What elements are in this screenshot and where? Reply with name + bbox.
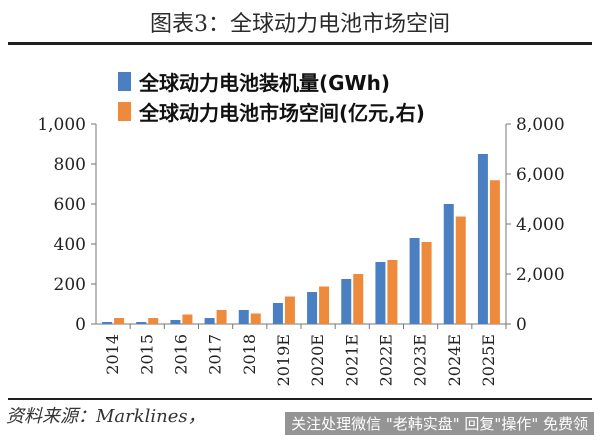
legend-swatch-market [118,101,131,121]
x-tick-label: 2019E [274,334,293,386]
y-left-tick-label: 800 [54,155,86,175]
y-left-tick-label: 600 [54,195,86,215]
bar-capacity [341,279,352,324]
bar-market [182,314,193,324]
legend-item-market: 全球动力电池市场空间(亿元,右) [118,96,425,126]
legend-label-capacity: 全球动力电池装机量(GWh) [139,70,390,95]
bar-capacity [409,238,420,324]
bar-market [284,296,295,324]
legend-label-market: 全球动力电池市场空间(亿元,右) [139,100,425,125]
y-right-tick-label: 2,000 [516,265,565,285]
bar-capacity [102,322,113,324]
x-tick-label: 2016 [171,334,190,375]
x-tick-label: 2022E [376,334,395,386]
bar-capacity [443,204,454,324]
legend-swatch-capacity [118,71,131,91]
y-right-tick-label: 8,000 [516,115,565,135]
source-note: 资料来源：Marklines， [6,406,206,427]
y-right-tick-label: 6,000 [516,165,565,185]
title-divider [8,42,592,45]
x-tick-label: 2015 [137,334,156,375]
bar-capacity [375,262,386,324]
x-tick-label: 2014 [103,334,122,375]
x-tick-label: 2020E [308,334,327,386]
bar-market [114,318,125,324]
x-tick-label: 2021E [342,334,361,386]
x-tick-label: 2025E [479,334,498,386]
y-left-tick-label: 200 [54,275,86,295]
source-divider [8,398,592,400]
x-tick-label: 2017 [206,334,225,375]
bar-market [455,216,466,324]
bar-market [421,242,432,324]
bar-market [353,274,364,324]
bar-capacity [136,322,147,324]
legend-item-capacity: 全球动力电池装机量(GWh) [118,66,425,96]
x-tick-label: 2023E [411,334,430,386]
bar-chart: 0 200 400 600 800 1,000 0 2,000 4,000 6,000 8,000 2… [37,115,565,386]
bar-market [319,286,330,324]
bar-capacity [170,320,181,324]
bar-capacity [238,310,249,324]
bar-market [387,260,398,324]
y-right-tick-label: 4,000 [516,215,565,235]
y-right-tick-label: 0 [516,315,527,335]
x-tick-label: 2024E [445,334,464,386]
y-left-tick-label: 400 [54,235,86,255]
bar-market [148,318,159,324]
y-left-tick-label: 0 [75,315,86,335]
bar-capacity [272,303,283,324]
legend: 全球动力电池装机量(GWh) 全球动力电池市场空间(亿元,右) [118,66,425,126]
bar-capacity [477,154,488,324]
bar-capacity [204,318,215,324]
watermark-banner: 关注处理微信 "老韩实盘" 回复"操作" 免费领 [285,412,594,435]
bar-market [250,313,261,324]
y-left-tick-label: 1,000 [37,115,86,135]
bar-market [489,180,500,324]
bar-capacity [307,292,318,324]
figure-title: 图表3：全球动力电池市场空间 [150,12,450,37]
x-tick-label: 2018 [240,334,259,375]
bar-market [216,310,227,324]
